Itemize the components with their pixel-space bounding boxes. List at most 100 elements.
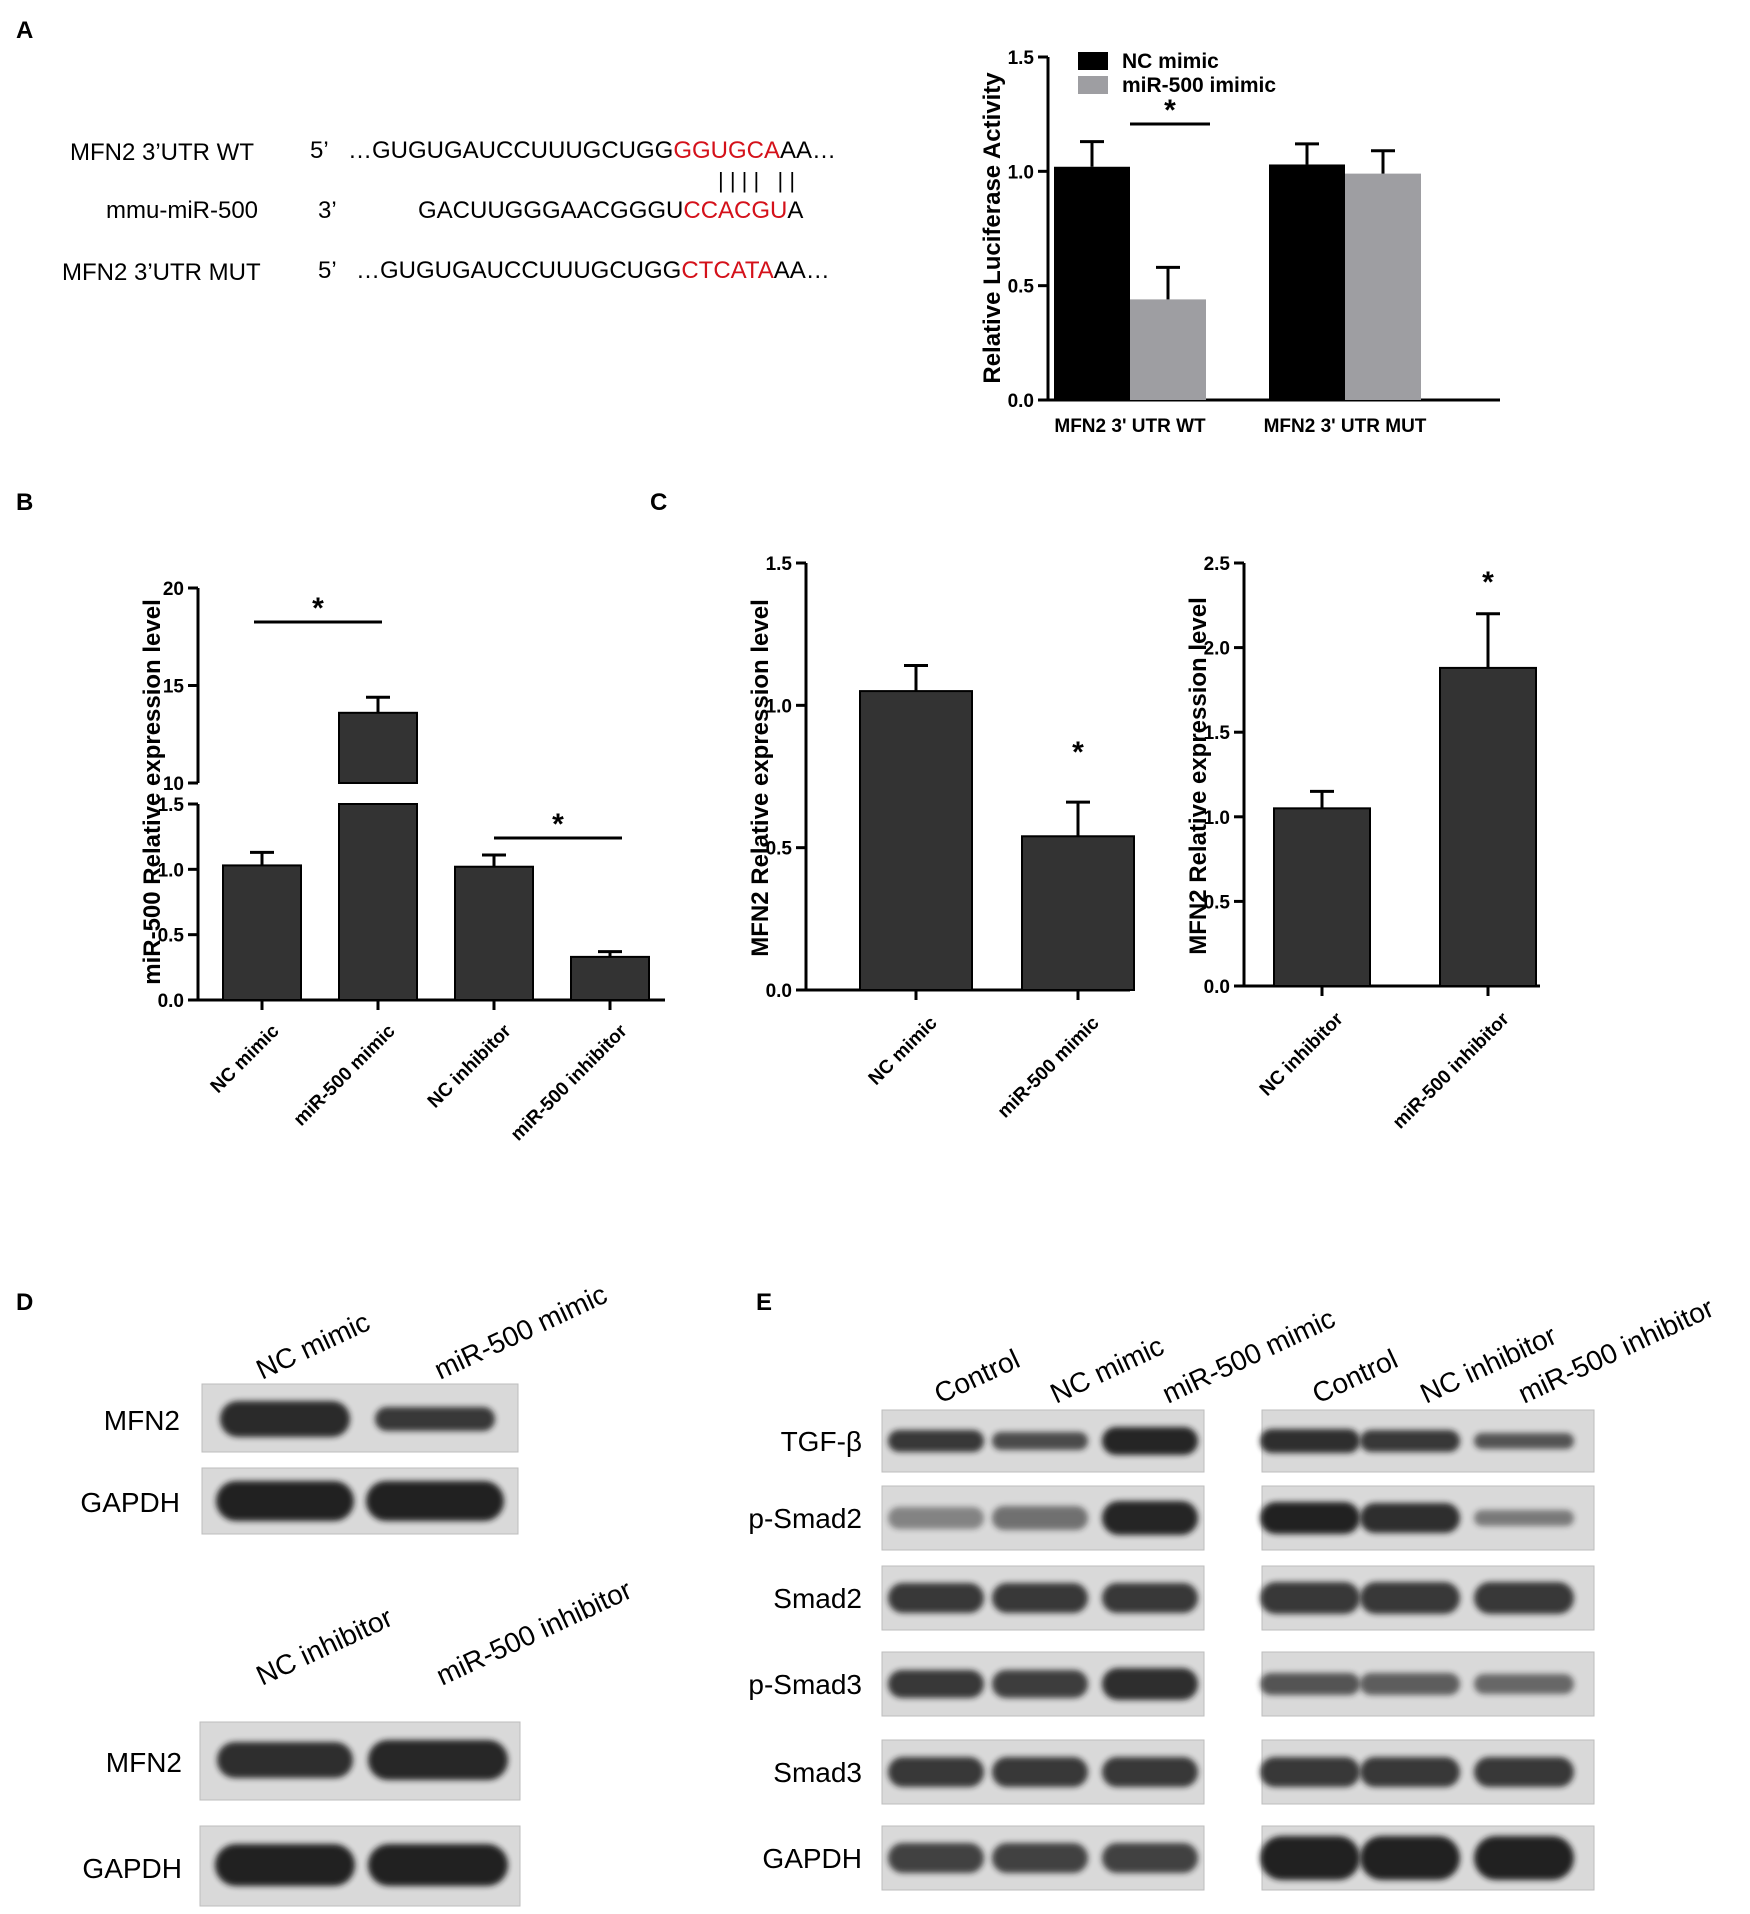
chart-c2-category-label: miR-500 inhibitor	[1389, 1008, 1514, 1133]
band	[992, 1843, 1088, 1873]
blot-e-left-lane-label: Control	[929, 1343, 1024, 1409]
chart-c1-category-label: miR-500 mimic	[994, 1012, 1104, 1122]
band	[1260, 1582, 1360, 1614]
band	[1360, 1836, 1460, 1880]
band	[1474, 1836, 1574, 1880]
significance-star: *	[552, 808, 564, 841]
chart-a-y-tick-label: 1.0	[1008, 162, 1034, 183]
seq-wt: …GUGUGAUCCUUUGCUGGGGUGCAAA…	[348, 137, 836, 164]
blot-row-label: GAPDH	[82, 1853, 182, 1884]
band	[1360, 1582, 1460, 1614]
western-blot-d: NC mimic miR-500 mimic MFN2 GAPDH NC inhibit…	[80, 1278, 636, 1907]
blot-row-label: Smad2	[773, 1583, 862, 1614]
significance-star: *	[1164, 94, 1176, 127]
band	[992, 1670, 1088, 1698]
chart-b-category-label: miR-500 mimic	[290, 1020, 400, 1130]
significance-star: *	[1482, 566, 1494, 599]
band	[368, 1740, 508, 1780]
chart-c1-y-label: MFN2 Relative expression level	[747, 599, 774, 957]
band	[888, 1843, 984, 1873]
chart-luciferase: 0.0 0.5 1.0 1.5 MFN2 3' UTR WT MFN2 3' UTR MU…	[979, 48, 1500, 437]
seq-mirna: GACUUGGGAACGGGUCCACGUA	[418, 197, 803, 224]
blot-row-label: p-Smad2	[748, 1503, 862, 1534]
bar-upper-segment	[338, 711, 418, 784]
chart-c2-y-tick-label: 0.5	[1204, 892, 1231, 913]
band	[1260, 1757, 1360, 1787]
band	[1260, 1429, 1360, 1453]
chart-b-category-label: NC inhibitor	[424, 1020, 516, 1112]
band	[368, 1844, 508, 1886]
chart-c2-y-tick-label: 1.5	[1204, 723, 1231, 744]
chart-b-category-label: NC mimic	[207, 1020, 284, 1097]
chart-b-lower-y-tick-label: 0.5	[158, 926, 185, 947]
blot-e-right-lane-label: Control	[1307, 1343, 1402, 1409]
band	[1102, 1427, 1198, 1455]
blot-row-label: GAPDH	[80, 1487, 180, 1518]
blot-row-label: MFN2	[106, 1747, 182, 1778]
blot-d-bottom-lane-label: miR-500 inhibitor	[431, 1574, 636, 1692]
chart-mir500-expression: 0.0 0.5 1.0 1.510 15 20 NC mimic miR-500 mimic N…	[139, 579, 665, 1145]
band	[992, 1757, 1088, 1787]
band	[1474, 1433, 1574, 1449]
chart-b-lower-y-tick-label: 1.5	[158, 795, 185, 816]
bar	[859, 690, 973, 991]
chart-mfn2-inhibitor: 0.0 0.5 1.0 1.5 2.0 2.5 NC inhibitor miR-500 in…	[1185, 554, 1540, 1133]
band	[888, 1757, 984, 1787]
band	[1102, 1668, 1198, 1700]
blot-row-label: Smad3	[773, 1757, 862, 1788]
legend-swatch	[1078, 76, 1108, 94]
band	[1474, 1757, 1574, 1787]
bar-mir-500-imimic	[1345, 173, 1421, 400]
chart-mfn2-mimic: 0.0 0.5 1.0 1.5 NC mimic miR-500 mimic MFN2 Re…	[747, 554, 1135, 1122]
seq-prime-wt: 5’	[310, 137, 329, 164]
bar	[570, 955, 650, 1002]
blot-row-label: p-Smad3	[748, 1669, 862, 1700]
seq-mut: …GUGUGAUCCUUUGCUGGCTCATAAA…	[356, 257, 830, 284]
band	[992, 1583, 1088, 1613]
panel-letter-b: B	[16, 489, 33, 516]
band	[888, 1507, 984, 1529]
legend-label: miR-500 imimic	[1122, 74, 1276, 97]
band	[217, 1742, 353, 1778]
blot-d-top-lane-label: miR-500 mimic	[429, 1278, 611, 1385]
band	[1102, 1843, 1198, 1873]
blot-row-label: TGF-β	[781, 1426, 862, 1457]
band	[888, 1583, 984, 1613]
bar	[222, 864, 302, 1001]
legend-swatch	[1078, 52, 1108, 70]
significance-star: *	[1072, 736, 1084, 769]
band	[1102, 1757, 1198, 1787]
chart-a-y-tick-label: 0.0	[1008, 391, 1034, 412]
chart-a-y-label: Relative Luciferase Activity	[979, 72, 1006, 384]
chart-b-lower-y-tick-label: 0.0	[158, 991, 184, 1012]
seq-label-mirna: mmu-miR-500	[106, 197, 258, 224]
panel-letter-c: C	[650, 489, 667, 516]
chart-b-lower-y-tick-label: 1.0	[158, 860, 184, 881]
blot-d-bottom-lane-label: NC inhibitor	[251, 1602, 397, 1692]
blot-row-label: GAPDH	[762, 1843, 862, 1874]
chart-c1-y-tick-label: 0.0	[766, 981, 792, 1002]
sequence-alignment: MFN2 3’UTR WT 5’ …GUGUGAUCCUUUGCUGGGGUGC…	[62, 137, 836, 286]
chart-c2-category-label: NC inhibitor	[1256, 1008, 1348, 1100]
chart-c2-y-tick-label: 2.5	[1204, 554, 1231, 575]
significance-star: *	[312, 592, 324, 625]
bar	[454, 865, 534, 1001]
bar-lower-segment	[338, 803, 418, 1001]
blot-d-top-lane-label: NC mimic	[251, 1306, 374, 1385]
panel-letter-d: D	[16, 1289, 33, 1316]
band	[375, 1407, 495, 1431]
chart-a-category-label: MFN2 3' UTR MUT	[1264, 416, 1427, 437]
band	[366, 1481, 504, 1521]
bar	[1021, 835, 1135, 992]
chart-b-category-label: miR-500 inhibitor	[507, 1020, 632, 1145]
chart-c2-y-tick-label: 0.0	[1204, 977, 1230, 998]
panel-letter-a: A	[16, 17, 33, 44]
band	[1260, 1836, 1360, 1880]
seq-label-mut: MFN2 3’UTR MUT	[62, 259, 261, 286]
chart-b-upper-y-tick-label: 10	[163, 774, 184, 795]
chart-a-category-label: MFN2 3' UTR WT	[1054, 416, 1206, 437]
chart-b-y-label: miR-500 Relative expression level	[139, 599, 166, 985]
chart-c1-y-tick-label: 0.5	[766, 839, 793, 860]
